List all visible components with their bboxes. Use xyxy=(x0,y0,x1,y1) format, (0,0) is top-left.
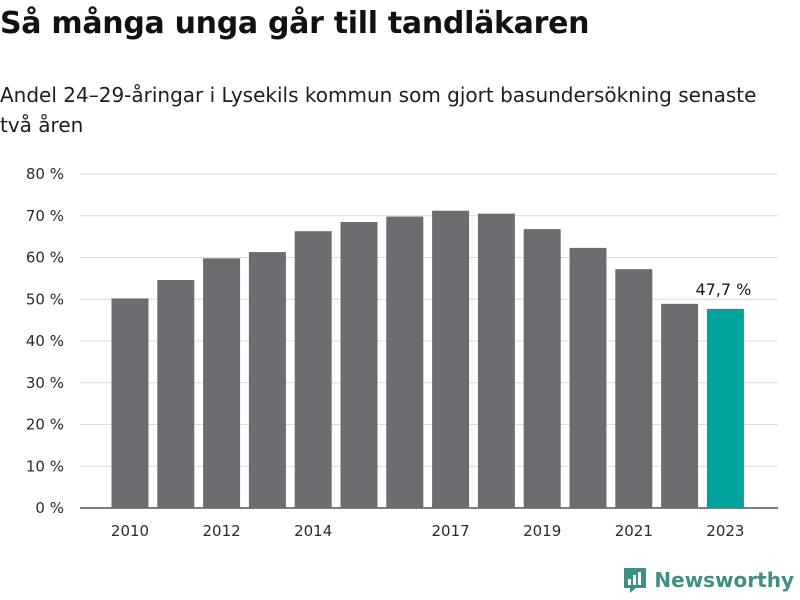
bar-2017 xyxy=(432,210,470,509)
y-tick-label: 10 % xyxy=(26,457,64,475)
x-tick-label: 2023 xyxy=(706,522,744,540)
bar-2015 xyxy=(340,222,378,508)
y-tick-label: 70 % xyxy=(26,207,64,225)
x-tick-label: 2019 xyxy=(523,522,561,540)
bar-2022 xyxy=(661,303,699,508)
data-label-2023: 47,7 % xyxy=(695,280,751,299)
bar-2021 xyxy=(615,269,653,508)
y-tick-label: 60 % xyxy=(26,249,64,267)
bar-2019 xyxy=(523,229,561,509)
y-tick-label: 40 % xyxy=(26,332,64,350)
bars xyxy=(111,210,744,509)
annotations: 47,7 % xyxy=(695,280,751,299)
bar-2011 xyxy=(157,280,195,508)
newsworthy-logo-icon xyxy=(624,568,647,593)
bar-2016 xyxy=(386,216,424,508)
bar-2012 xyxy=(203,258,241,508)
y-tick-label: 30 % xyxy=(26,374,64,392)
x-tick-label: 2014 xyxy=(294,522,332,540)
y-axis-labels: 0 % 10 % 20 % 30 % 40 % 50 % 60 % 70 % 80 % xyxy=(26,165,64,517)
bar-2013 xyxy=(248,252,286,508)
bar-2023 xyxy=(706,308,744,508)
y-tick-label: 0 % xyxy=(35,499,64,517)
y-tick-label: 20 % xyxy=(26,416,64,434)
brand-name: Newsworthy xyxy=(654,568,794,592)
bar-2014 xyxy=(294,231,332,508)
x-tick-label: 2017 xyxy=(432,522,470,540)
bar-2018 xyxy=(477,213,515,508)
x-axis-labels: 2010 2012 2014 2017 2019 2021 2023 xyxy=(111,522,745,540)
x-tick-label: 2021 xyxy=(615,522,653,540)
bar-2010 xyxy=(111,298,149,508)
chart-title: Så många unga går till tandläkaren xyxy=(0,6,590,41)
y-tick-label: 80 % xyxy=(26,165,64,183)
bar-2020 xyxy=(569,247,607,508)
chart-subtitle: Andel 24–29-åringar i Lysekils kommun so… xyxy=(0,83,757,137)
newsworthy-logo: Newsworthy xyxy=(622,566,794,594)
x-tick-label: 2012 xyxy=(203,522,241,540)
y-tick-label: 50 % xyxy=(26,290,64,308)
x-tick-label: 2010 xyxy=(111,522,149,540)
